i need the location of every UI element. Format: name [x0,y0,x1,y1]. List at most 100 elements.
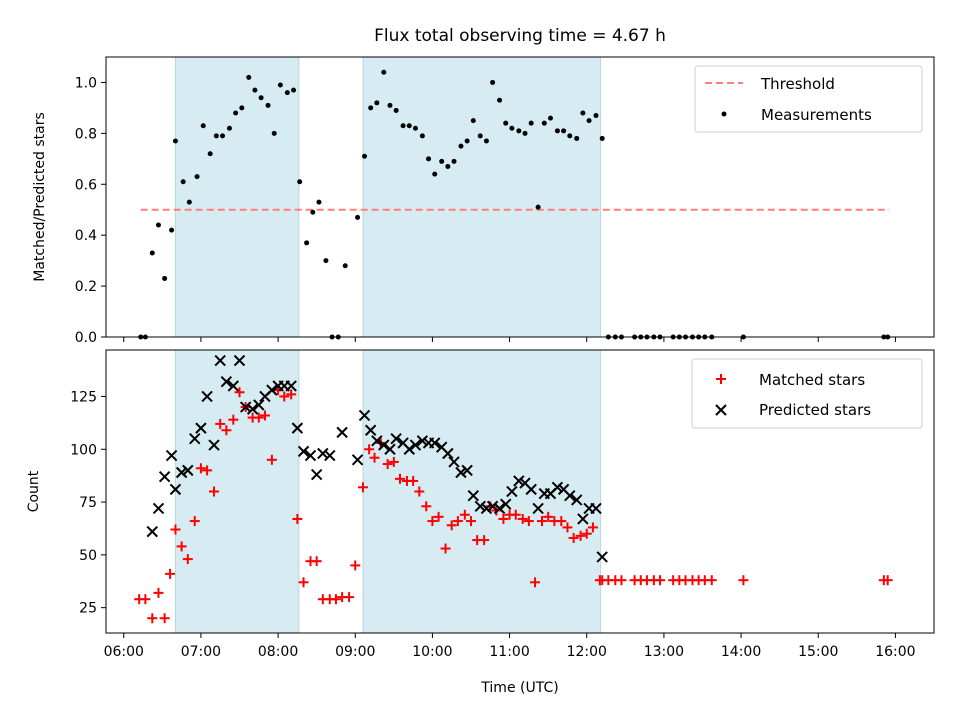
matched-star-point [738,575,749,586]
matched-star-point [414,486,425,497]
x-marker-b [253,399,265,411]
predicted-star-point [442,447,454,460]
predicted-star-point [429,437,441,449]
x-marker-b [317,447,329,460]
predicted-star-point [500,498,512,510]
measurement-point [419,133,425,139]
y-tick-label: 25 [79,601,97,617]
measurement-point [297,179,303,185]
x-marker-b [336,426,348,439]
predicted-star-point [403,443,415,455]
measurement-point [220,133,226,139]
x-tick-label: 12:00 [567,644,607,660]
measurement-point [291,87,297,93]
measurement-point [252,87,258,93]
x-marker-b [551,481,564,493]
y-tick-label: 75 [79,495,97,511]
measurement-point [362,153,368,159]
legend-measurements-swatch [721,111,727,117]
top-y-axis-label: Matched/Predicted stars [32,112,48,282]
x-marker-b [351,454,364,466]
predicted-star-point [239,401,252,413]
measurement-point [406,123,412,129]
matched-star-point [153,587,164,598]
matched-star-point [568,532,579,543]
predicted-star-point [416,435,429,447]
predicted-star-point [461,464,473,477]
measurement-point [155,222,161,228]
measurement-point [490,79,496,85]
x-marker-b [403,443,415,455]
predicted-star-point [189,432,201,445]
shaded-interval [174,349,300,634]
matched-star-point [279,391,290,402]
legend-predicted-label: Predicted stars [759,401,871,419]
predicted-star-point [253,399,265,411]
shaded-interval [174,56,300,338]
predicted-star-point [351,454,364,466]
predicted-star-point [165,449,178,462]
x-marker-b [442,447,454,460]
y-tick-label: 125 [70,389,97,405]
x-marker-b [715,404,727,416]
y-tick-label: 50 [79,548,97,564]
predicted-star-point [564,490,576,502]
predicted-star-point [480,502,493,515]
legend-threshold-label: Threshold [760,75,835,93]
measurement-point [477,133,483,139]
matched-star-point [706,575,717,586]
measurement-point [355,214,361,220]
matched-star-point [452,516,463,527]
measurement-point [200,123,206,129]
measurement-point [323,258,329,264]
y-tick-label: 0.0 [75,330,97,346]
predicted-star-point [266,384,278,396]
measurement-point [239,105,245,111]
legend-predicted-swatch [715,404,727,416]
matched-star-point [286,389,297,400]
matched-star-point [408,475,419,486]
x-marker-b [461,464,473,477]
measurement-point [593,113,599,119]
matched-star-point [587,522,598,533]
x-marker-b [571,494,583,506]
predicted-star-point [195,422,207,434]
measurement-point [561,128,567,134]
matched-star-point [388,456,399,467]
predicted-star-point [390,432,402,445]
measurement-point [194,174,200,180]
measurement-point [547,115,553,121]
y-tick-label: 0.8 [75,126,97,142]
predicted-star-point [152,502,165,515]
matched-star-point [159,613,170,624]
x-marker-b [208,439,220,451]
measurement-point [213,133,219,139]
predicted-star-point [448,456,460,468]
predicted-star-point [532,502,544,515]
predicted-star-point [455,466,467,479]
matched-star-point [427,516,438,527]
matched-star-point [498,513,509,524]
measurement-point [180,179,186,185]
measurement-point [172,138,178,144]
x-tick-label: 13:00 [644,644,684,660]
measurement-point [509,125,515,131]
x-marker-b [500,498,512,510]
matched-star-point [543,511,554,522]
measurement-point [567,133,573,139]
measurement-point [451,158,457,164]
x-tick-label: 14:00 [721,644,761,660]
predicted-star-point [474,500,486,512]
predicted-star-point [146,525,159,538]
x-marker-b [409,439,422,451]
x-marker-b [486,500,499,512]
predicted-star-point [571,494,583,506]
matched-star-point [195,463,206,474]
matched-star-point [357,482,368,493]
x-marker-b [564,490,576,502]
predicted-star-point [175,466,188,479]
legend-matched-label: Matched stars [759,371,865,389]
matched-star-point [433,511,444,522]
measurement-point [310,209,316,215]
